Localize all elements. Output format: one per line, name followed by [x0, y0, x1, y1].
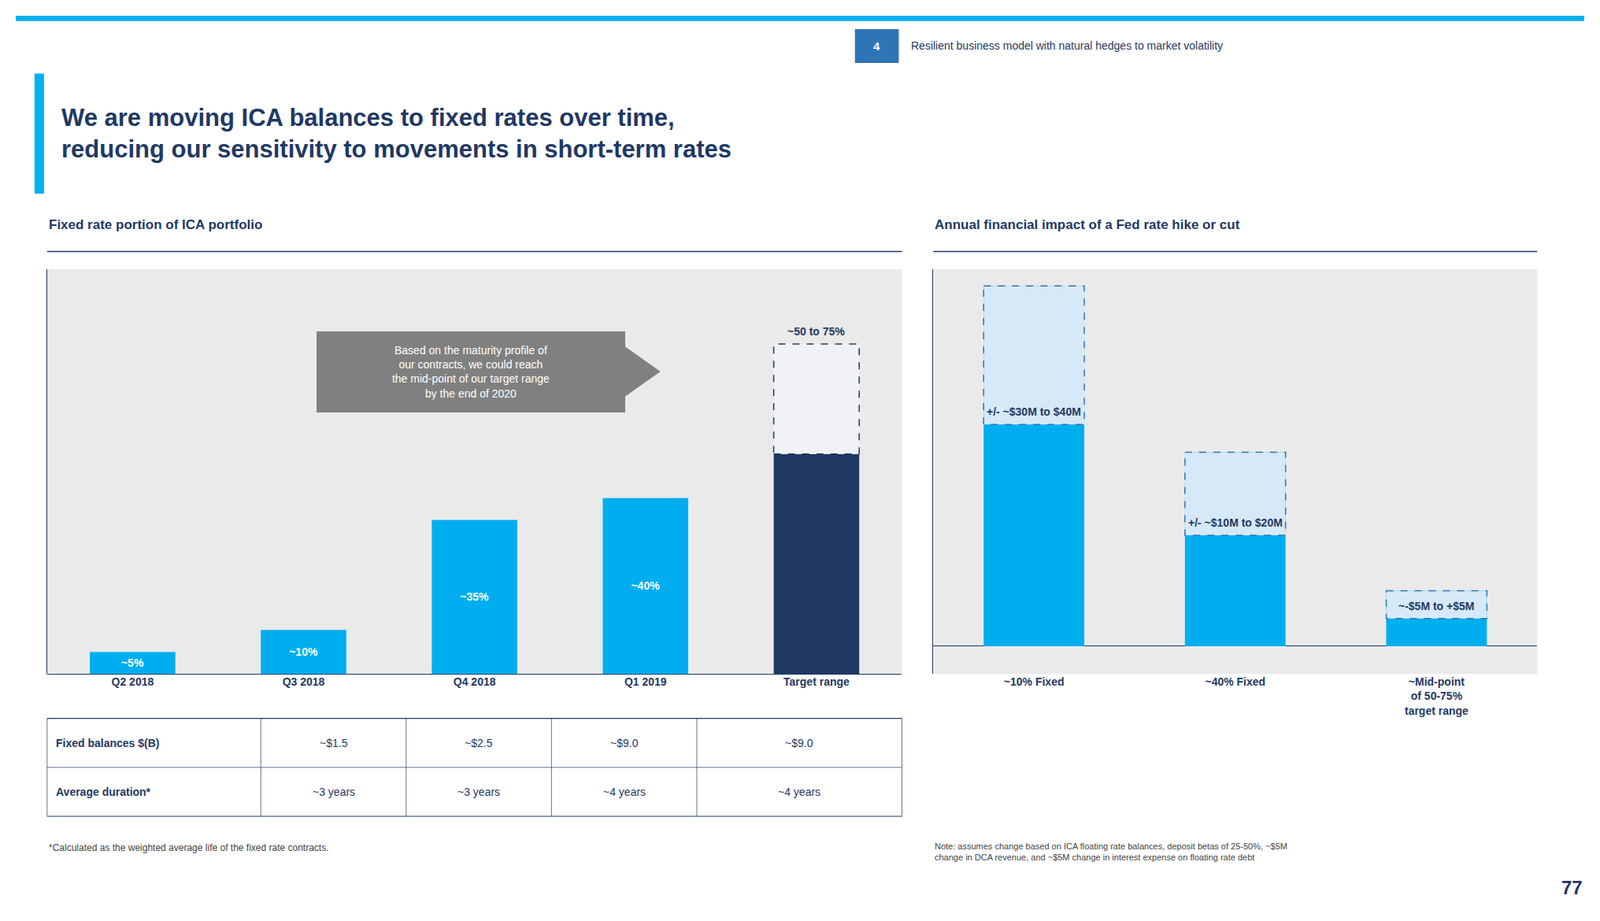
svg-text:*Calculated as the weighted av: *Calculated as the weighted average life… [48, 842, 330, 854]
svg-text:~3 years: ~3 years [457, 785, 500, 799]
svg-text:+/- ~$10M to $20M: +/- ~$10M to $20M [1188, 516, 1283, 530]
svg-text:~35%: ~35% [459, 590, 489, 604]
svg-text:~10%: ~10% [288, 645, 319, 659]
svg-text:~4 years: ~4 years [777, 785, 821, 799]
svg-text:Q1 2019: Q1 2019 [624, 675, 667, 689]
svg-text:+/- ~$30M to $40M: +/- ~$30M to $40M [986, 405, 1082, 419]
svg-text:~5%: ~5% [121, 656, 145, 670]
svg-text:~$1.5: ~$1.5 [319, 737, 349, 750]
svg-text:Based on the maturity profile: Based on the maturity profile ofour cont… [392, 344, 550, 400]
svg-text:Annual financial impact of a F: Annual financial impact of a Fed rate hi… [934, 217, 1241, 233]
svg-text:~$2.5: ~$2.5 [464, 737, 493, 750]
svg-text:We are moving ICA balances to: We are moving ICA balances to fixed rate… [61, 103, 732, 163]
svg-text:~$9.0: ~$9.0 [610, 737, 639, 750]
svg-text:~10% Fixed: ~10% Fixed [1003, 675, 1065, 689]
svg-text:Fixed balances $(B): Fixed balances $(B) [55, 737, 160, 750]
svg-text:4: 4 [873, 39, 881, 53]
svg-text:~50 to 75%: ~50 to 75% [787, 325, 845, 338]
svg-text:Average duration*: Average duration* [55, 785, 152, 799]
svg-text:77: 77 [1561, 877, 1583, 899]
svg-text:~4 years: ~4 years [603, 785, 646, 799]
svg-text:~3 years: ~3 years [312, 785, 356, 799]
svg-text:Note: assumes change based on: Note: assumes change based on ICA floati… [934, 841, 1288, 863]
svg-text:~$9.0: ~$9.0 [785, 737, 814, 750]
svg-text:~40% Fixed: ~40% Fixed [1204, 675, 1266, 689]
svg-text:~Mid-pointof 50-75%target rang: ~Mid-pointof 50-75%target range [1404, 675, 1469, 717]
svg-text:Q2 2018: Q2 2018 [111, 675, 155, 689]
svg-text:Q4 2018: Q4 2018 [453, 675, 497, 689]
svg-text:Fixed rate portion of ICA port: Fixed rate portion of ICA portfolio [48, 217, 263, 233]
svg-text:Target range: Target range [783, 675, 850, 689]
svg-text:Resilient business model with: Resilient business model with natural he… [911, 39, 1223, 52]
svg-text:~-$5M to +$5M: ~-$5M to +$5M [1398, 600, 1475, 613]
svg-text:Q3 2018: Q3 2018 [282, 675, 326, 689]
svg-text:~40%: ~40% [630, 579, 660, 593]
